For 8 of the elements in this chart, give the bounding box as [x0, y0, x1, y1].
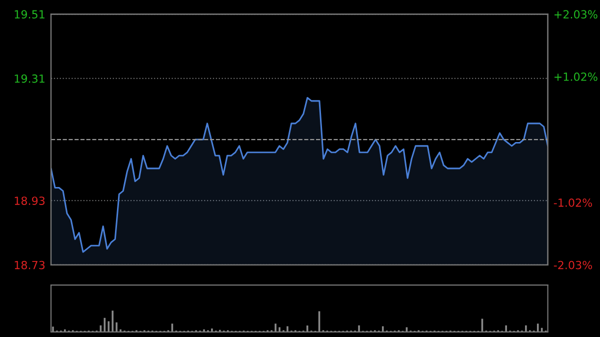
y-tick-label: 18.93	[14, 196, 45, 205]
y-tick-label: 18.73	[14, 260, 45, 270]
y2-tick-label: -1.02%	[554, 198, 592, 207]
y2-tick-label: +1.02%	[554, 72, 598, 81]
y-tick-label: 19.31	[14, 74, 44, 83]
y2-tick-label: -2.03%	[554, 260, 592, 270]
y-tick-label: 19.51	[14, 10, 44, 19]
y2-tick-label: +2.03%	[554, 10, 598, 19]
